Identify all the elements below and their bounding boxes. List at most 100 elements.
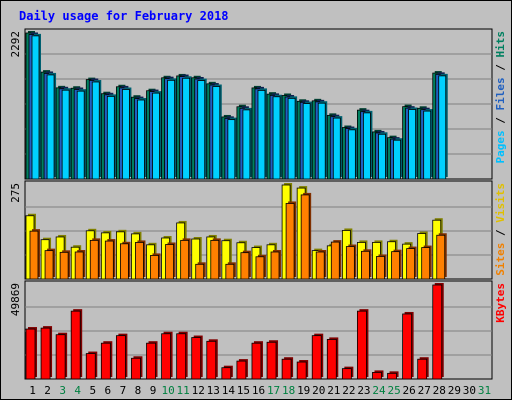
bar-face xyxy=(176,333,187,380)
bar-face xyxy=(417,358,428,380)
bar-face xyxy=(285,203,295,280)
bar-face xyxy=(402,313,413,380)
legend-top: Pages / Files / Hits xyxy=(494,31,507,164)
bar-face xyxy=(74,251,84,280)
legend-part: / xyxy=(494,58,507,78)
bar-face xyxy=(131,357,141,380)
bar-kbytes-day-9 xyxy=(146,341,158,380)
bar-face xyxy=(266,341,277,380)
bar-sites-day-22 xyxy=(345,244,357,280)
bar-face xyxy=(89,239,99,280)
legend-middle: Sites / Visits xyxy=(494,183,507,276)
bar-face xyxy=(152,92,160,180)
bar-face xyxy=(70,310,81,380)
legend-part: / xyxy=(494,223,507,243)
bar-pages-day-4 xyxy=(76,89,87,180)
legend-part: / xyxy=(494,111,507,131)
x-tick-day-29: 29 xyxy=(448,384,461,397)
bar-face xyxy=(393,139,401,180)
bar-face xyxy=(255,256,265,280)
bar-face xyxy=(406,248,416,280)
bar-face xyxy=(165,244,174,280)
bar-sites-day-11 xyxy=(180,238,191,280)
legend-part: Sites xyxy=(494,243,507,276)
bar-kbytes-day-27 xyxy=(417,357,429,380)
bar-face xyxy=(180,239,190,280)
bar-face xyxy=(372,372,382,380)
bar-face xyxy=(376,256,385,280)
x-tick-day-7: 7 xyxy=(120,384,127,397)
bar-kbytes-day-18 xyxy=(281,357,294,380)
bar-sites-day-17 xyxy=(270,249,282,280)
bar-kbytes-day-20 xyxy=(311,333,324,380)
bar-kbytes-day-8 xyxy=(131,356,143,380)
bar-face xyxy=(287,97,296,180)
panel-top: 2292 Pages / Files / Hits xyxy=(9,28,507,180)
bar-face xyxy=(31,35,40,180)
bar-kbytes-day-14 xyxy=(221,365,233,380)
bar-face xyxy=(357,310,367,380)
bar-pages-day-20 xyxy=(317,101,328,180)
bar-kbytes-day-12 xyxy=(191,335,203,380)
x-tick-day-16: 16 xyxy=(252,384,265,397)
bar-face xyxy=(345,246,355,280)
legend-part: Pages xyxy=(494,130,507,163)
bar-kbytes-day-7 xyxy=(115,333,128,380)
bar-kbytes-day-6 xyxy=(100,341,113,380)
bar-face xyxy=(44,250,54,280)
bar-face xyxy=(76,90,85,180)
x-tick-day-15: 15 xyxy=(237,384,250,397)
bar-pages-day-18 xyxy=(287,96,298,180)
bar-pages-day-15 xyxy=(242,107,252,180)
bar-kbytes-day-16 xyxy=(251,341,263,380)
bar-sites-day-4 xyxy=(74,249,86,280)
x-tick-day-11: 11 xyxy=(177,384,190,397)
bar-face xyxy=(296,361,307,380)
bar-face xyxy=(40,327,51,380)
bar-kbytes-day-3 xyxy=(55,332,68,380)
x-tick-day-12: 12 xyxy=(192,384,205,397)
x-tick-day-27: 27 xyxy=(418,384,431,397)
bar-kbytes-day-22 xyxy=(341,366,354,380)
x-tick-day-13: 13 xyxy=(207,384,220,397)
bar-pages-day-16 xyxy=(257,88,267,180)
x-tick-day-1: 1 xyxy=(29,384,36,397)
bar-face xyxy=(361,250,370,280)
bar-kbytes-day-1 xyxy=(25,327,37,380)
bar-face xyxy=(150,255,159,280)
bar-pages-day-23 xyxy=(363,110,373,180)
bar-pages-day-3 xyxy=(61,88,72,180)
bar-pages-day-21 xyxy=(332,116,343,180)
bar-face xyxy=(191,337,202,380)
bar-face xyxy=(315,251,325,280)
bar-face xyxy=(100,342,111,380)
bar-face xyxy=(438,75,447,180)
bar-face xyxy=(387,372,397,380)
bar-face xyxy=(59,251,69,280)
bar-pages-day-9 xyxy=(152,91,162,180)
bar-face xyxy=(272,96,281,180)
bar-face xyxy=(195,263,205,280)
bar-face xyxy=(300,194,310,280)
bar-face xyxy=(146,342,156,380)
bar-pages-day-13 xyxy=(212,84,222,180)
bar-face xyxy=(421,247,431,280)
bar-face xyxy=(378,133,386,180)
bar-sites-day-3 xyxy=(59,250,71,280)
bar-face xyxy=(257,89,266,180)
bar-sites-day-23 xyxy=(361,249,372,280)
bar-sites-day-10 xyxy=(165,242,176,280)
x-tick-day-23: 23 xyxy=(357,384,370,397)
bar-pages-day-22 xyxy=(347,127,358,180)
bar-pages-day-28 xyxy=(438,73,448,180)
bar-sites-day-5 xyxy=(89,238,101,280)
legend-part: KBytes xyxy=(494,283,507,323)
y-max-label-bottom: 49869 xyxy=(9,283,22,316)
bar-kbytes-day-19 xyxy=(296,360,309,380)
bar-face xyxy=(206,340,217,380)
x-tick-day-17: 17 xyxy=(267,384,280,397)
x-axis-labels: 1 2 3 4 5 6 7 8 9 10 11 12 13 14 15 16 17 18 19 20 21 22 23 24 2… xyxy=(29,384,491,397)
bar-face xyxy=(85,353,96,380)
bar-sites-day-8 xyxy=(135,240,146,280)
